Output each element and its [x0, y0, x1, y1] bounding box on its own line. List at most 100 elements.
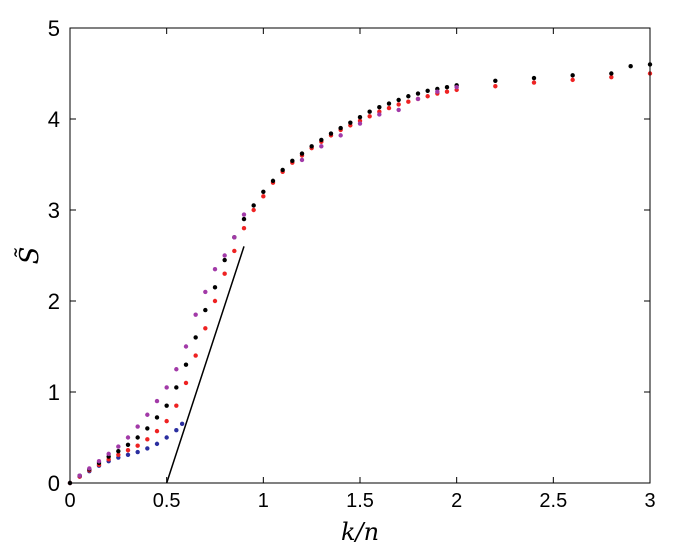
data-point [444, 84, 450, 90]
data-point [154, 428, 160, 434]
reference-line-group [165, 246, 245, 484]
data-point [125, 452, 131, 457]
data-point [241, 212, 247, 217]
data-point [77, 473, 82, 478]
data-point [145, 437, 150, 442]
data-point [183, 344, 189, 349]
data-point [628, 64, 633, 69]
data-point [183, 362, 189, 367]
data-point [319, 137, 324, 143]
data-point [125, 442, 131, 447]
data-point [270, 178, 276, 184]
x-tick-label: 2.5 [539, 490, 567, 512]
data-point [174, 403, 179, 408]
data-point [290, 158, 295, 164]
axis-ticks: 0 0.5 1 1.5 2 2.5 3 0 1 2 3 4 5 [48, 16, 656, 512]
data-point [222, 253, 227, 258]
axes-frame [69, 27, 651, 484]
y-tick-label: 5 [48, 16, 60, 41]
data-point [396, 102, 401, 107]
data-point [357, 114, 363, 120]
data-point [338, 125, 343, 131]
data-point [338, 133, 343, 138]
data-point [425, 88, 430, 93]
data-point [106, 451, 111, 457]
data-point [435, 89, 440, 94]
data-point [222, 271, 227, 276]
x-tick-label: 1 [258, 490, 269, 512]
data-point [531, 80, 537, 85]
x-axis-label: k/n [341, 518, 379, 546]
data-point [212, 285, 218, 290]
data-point [87, 466, 92, 471]
data-point [145, 426, 150, 431]
data-point [154, 398, 160, 404]
data-point [232, 248, 237, 254]
data-point [348, 120, 353, 125]
data-point [396, 107, 401, 113]
data-point [116, 444, 121, 449]
data-point [261, 194, 266, 199]
data-point [251, 203, 256, 208]
y-tick-label: 4 [48, 107, 60, 132]
data-point [241, 226, 247, 231]
data-point [212, 298, 218, 304]
data-point [179, 421, 185, 427]
data-point [251, 207, 256, 213]
x-tick-label: 3 [644, 490, 655, 512]
y-tick-label: 1 [48, 380, 60, 405]
data-point [357, 121, 363, 126]
data-point [96, 458, 102, 464]
data-point [367, 114, 372, 119]
x-tick-label: 0 [64, 490, 75, 512]
data-point [203, 326, 208, 331]
data-point [444, 89, 450, 94]
data-point [135, 424, 140, 429]
data-point [193, 312, 198, 317]
data-point [493, 84, 498, 89]
data-point [164, 385, 169, 390]
data-point [212, 266, 218, 272]
data-point [406, 99, 411, 104]
data-point [531, 75, 537, 81]
data-point [609, 74, 614, 80]
data-point [135, 443, 140, 448]
y-tick-label: 0 [48, 471, 60, 496]
y-tick-label: 3 [48, 198, 60, 223]
data-point [193, 335, 198, 340]
data-point [193, 353, 198, 358]
data-point [116, 452, 121, 457]
data-point [183, 380, 189, 386]
y-tick-label: 2 [48, 289, 60, 314]
data-point [203, 307, 208, 313]
data-point [164, 418, 169, 424]
data-point [386, 105, 392, 111]
x-tick-label: 2 [451, 490, 462, 512]
data-point [570, 77, 575, 83]
data-point [135, 449, 140, 455]
data-point [319, 144, 324, 149]
data-point [415, 96, 421, 102]
data-point [222, 257, 227, 263]
data-point [164, 435, 169, 440]
y-axis-label: S̃ [14, 247, 45, 265]
data-point [125, 435, 131, 440]
data-point [454, 84, 459, 90]
data-point [493, 78, 498, 83]
data-point [299, 157, 305, 163]
data-point [203, 289, 208, 295]
data-point [328, 131, 334, 136]
data-point [125, 448, 131, 453]
data-point [386, 101, 392, 106]
data-point [309, 144, 314, 149]
data-point [174, 428, 179, 433]
data-point [241, 216, 247, 222]
reference-line [165, 246, 245, 484]
data-point [116, 448, 121, 454]
data-point [154, 441, 160, 447]
data-point [377, 112, 382, 117]
data-point [145, 446, 150, 451]
data-point [367, 109, 372, 114]
